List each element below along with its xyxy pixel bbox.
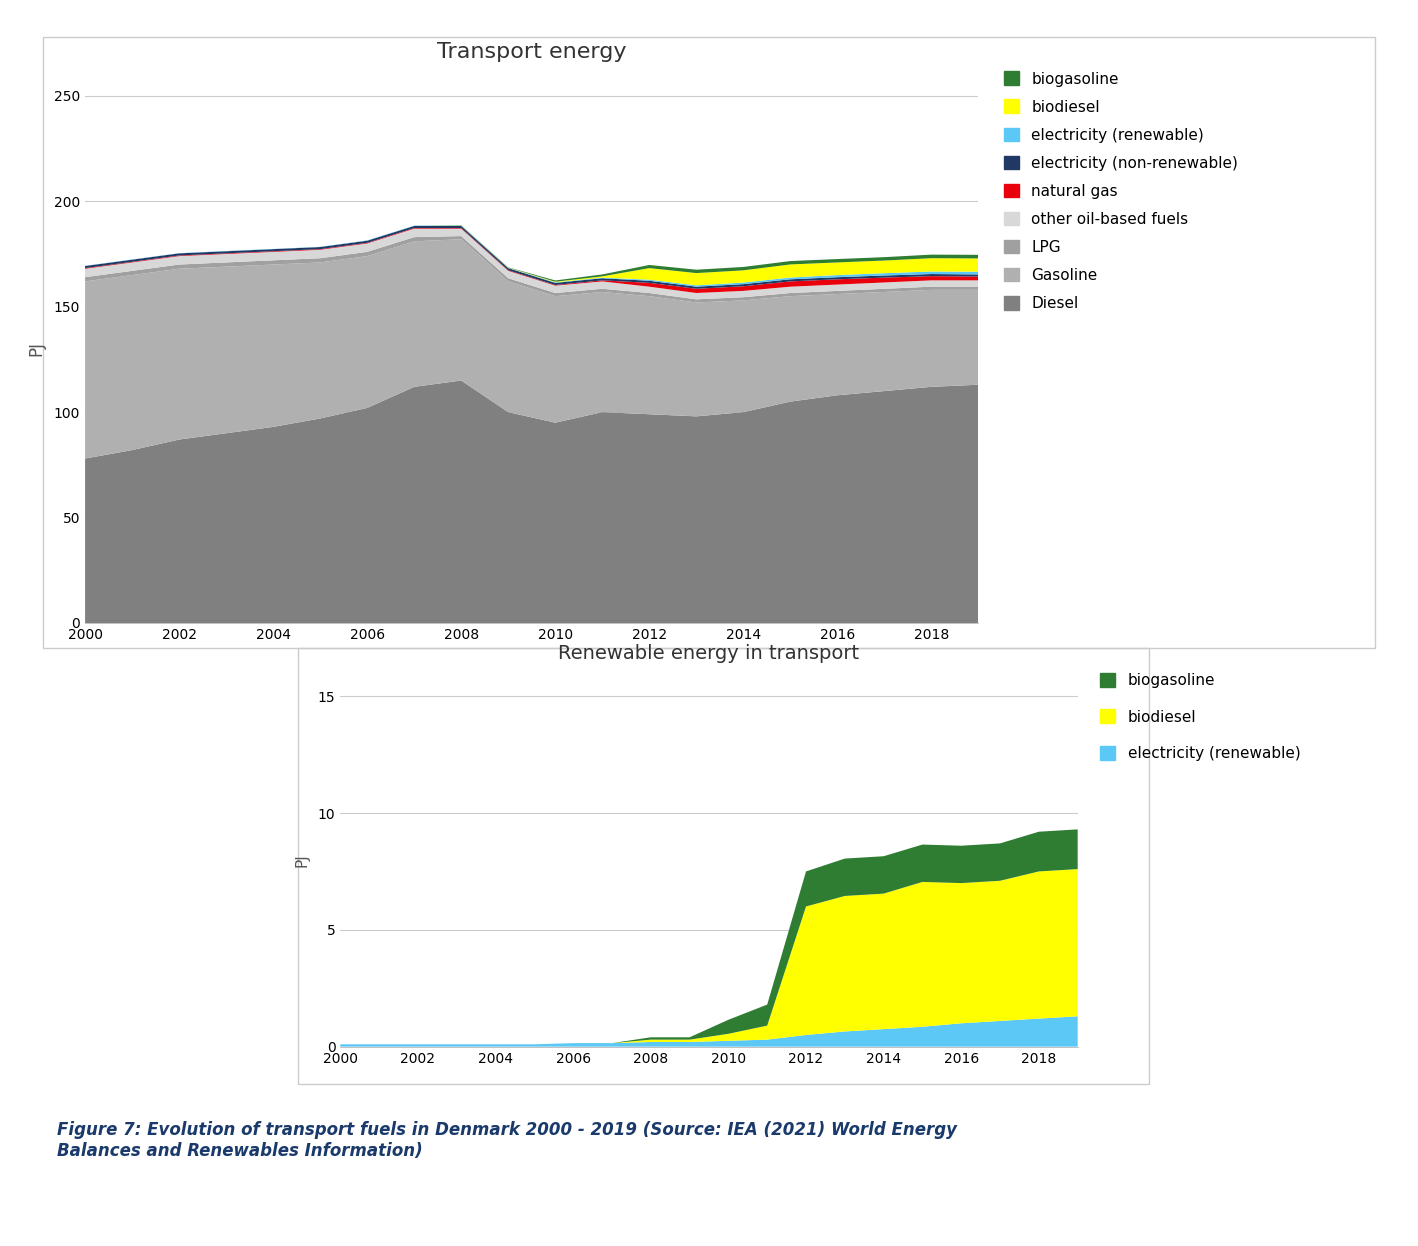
Title: Transport energy: Transport energy — [437, 42, 627, 62]
Y-axis label: PJ: PJ — [27, 341, 45, 356]
Y-axis label: PJ: PJ — [295, 852, 309, 867]
Title: Renewable energy in transport: Renewable energy in transport — [559, 644, 859, 663]
Legend: biogasoline, biodiesel, electricity (renewable), electricity (non-renewable), na: biogasoline, biodiesel, electricity (ren… — [1004, 71, 1238, 312]
Text: Figure 7: Evolution of transport fuels in Denmark 2000 - 2019 (Source: IEA (2021: Figure 7: Evolution of transport fuels i… — [57, 1121, 957, 1160]
Legend: biogasoline, biodiesel, electricity (renewable): biogasoline, biodiesel, electricity (ren… — [1100, 673, 1300, 761]
